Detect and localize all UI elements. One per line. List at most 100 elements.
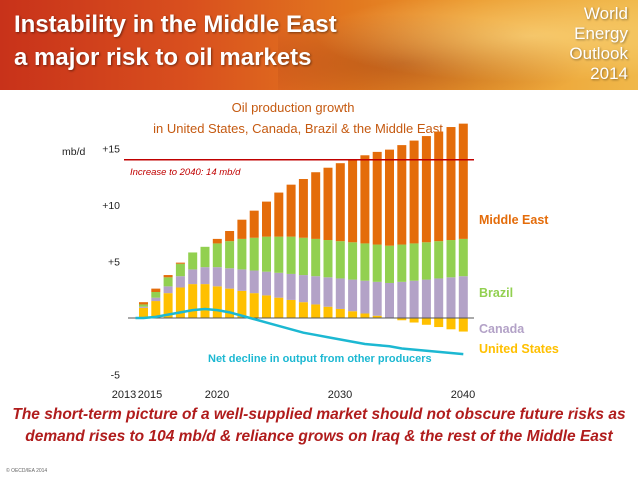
bar-canada: [409, 280, 419, 318]
reference-line-label: Increase to 2040: 14 mb/d: [130, 167, 241, 178]
bar-united_states: [323, 306, 333, 318]
x-tick-2015: 2015: [138, 389, 162, 400]
bar-middle_east: [139, 302, 148, 305]
logo-line-2: Energy: [574, 24, 628, 43]
bar-brazil: [298, 237, 308, 276]
header-banner: Instability in the Middle East a major r…: [0, 0, 638, 90]
x-tick-2013: 2013: [112, 389, 136, 400]
bar-middle_east: [434, 131, 444, 242]
bar-brazil: [409, 243, 419, 281]
bar-united_states: [434, 318, 444, 328]
bar-united_states: [139, 307, 148, 318]
bar-brazil: [163, 277, 173, 287]
bar-brazil: [434, 241, 444, 279]
bar-united_states: [348, 311, 358, 318]
bar-canada: [163, 286, 173, 294]
bar-united_states: [458, 318, 468, 332]
y-tick-label: +5: [108, 257, 120, 269]
bar-canada: [446, 277, 456, 318]
bar-middle_east: [360, 155, 370, 244]
bar-brazil: [360, 243, 370, 281]
bar-brazil: [139, 304, 148, 307]
map-texture: [278, 0, 638, 90]
bar-united_states: [421, 318, 431, 325]
bar-united_states: [298, 302, 308, 318]
bar-canada: [385, 282, 394, 318]
y-tick-labels: -5 +5 +10 +15: [102, 144, 120, 382]
copyright-notice: © OECD/IEA 2014: [6, 468, 48, 474]
bar-united_states: [360, 313, 370, 318]
bar-brazil: [200, 246, 210, 268]
bar-middle_east: [385, 149, 394, 246]
bar-united_states: [262, 295, 271, 318]
bar-middle_east: [274, 192, 284, 237]
bar-brazil: [274, 236, 284, 273]
bar-middle_east: [151, 288, 161, 293]
bar-middle_east: [175, 262, 185, 264]
legend-middle-east: Middle East: [479, 213, 549, 227]
bar-canada: [372, 281, 382, 316]
bar-canada: [200, 267, 210, 285]
bar-united_states: [286, 299, 296, 318]
bar-brazil: [237, 238, 247, 270]
bar-middle_east: [163, 275, 173, 278]
bar-canada: [397, 281, 407, 318]
bar-brazil: [446, 240, 456, 278]
bar-canada: [151, 297, 161, 302]
legend-united-states: United States: [479, 342, 559, 356]
bar-united_states: [249, 293, 259, 318]
bar-canada: [298, 275, 308, 303]
bar-united_states: [311, 304, 321, 318]
bar-brazil: [151, 292, 161, 298]
bar-canada: [188, 269, 198, 285]
title-line-2: a major risk to oil markets: [14, 44, 312, 71]
bar-brazil: [348, 242, 358, 280]
x-tick-2040: 2040: [451, 389, 475, 400]
bar-middle_east: [286, 184, 296, 237]
bar-united_states: [163, 293, 173, 318]
caption: The short-term picture of a well-supplie…: [0, 404, 638, 448]
caption-line-2: demand rises to 104 mb/d & reliance grow…: [25, 428, 613, 445]
bar-brazil: [421, 242, 431, 280]
bar-brazil: [385, 245, 394, 283]
bar-brazil: [311, 238, 321, 277]
bar-middle_east: [397, 145, 407, 245]
bar-layer: [139, 123, 468, 332]
bar-brazil: [458, 238, 468, 277]
bar-canada: [311, 276, 321, 305]
logo-line-3: Outlook: [569, 44, 628, 63]
y-tick-label: +15: [102, 144, 120, 156]
chart-title-line-2: in United States, Canada, Brazil & the M…: [153, 121, 443, 136]
bar-united_states: [335, 308, 345, 318]
bar-canada: [237, 269, 247, 291]
oil-production-chart: Oil production growth in United States, …: [62, 100, 559, 400]
bar-united_states: [225, 288, 235, 318]
bar-united_states: [237, 290, 247, 318]
bar-united_states: [200, 284, 210, 318]
bar-middle_east: [249, 210, 259, 238]
bar-canada: [323, 277, 333, 307]
y-axis-label: mb/d: [62, 146, 86, 158]
bar-canada: [360, 280, 370, 314]
y-tick-label: +10: [102, 200, 120, 212]
bar-canada: [458, 276, 468, 318]
legend-brazil: Brazil: [479, 286, 513, 300]
bar-middle_east: [335, 163, 345, 242]
bar-middle_east: [446, 127, 456, 241]
bar-canada: [139, 306, 148, 308]
bar-united_states: [446, 318, 456, 330]
bar-middle_east: [262, 201, 271, 237]
bar-middle_east: [311, 172, 321, 239]
bar-brazil: [188, 252, 198, 270]
bar-canada: [225, 268, 235, 289]
bar-united_states: [188, 284, 198, 318]
bar-middle_east: [421, 136, 431, 243]
bar-brazil: [225, 241, 235, 269]
bar-brazil: [262, 236, 271, 272]
bar-united_states: [151, 301, 161, 318]
y-tick-label: -5: [111, 370, 120, 382]
bar-canada: [212, 267, 222, 287]
bar-canada: [249, 270, 259, 294]
bar-middle_east: [237, 219, 247, 239]
bar-united_states: [397, 318, 407, 321]
